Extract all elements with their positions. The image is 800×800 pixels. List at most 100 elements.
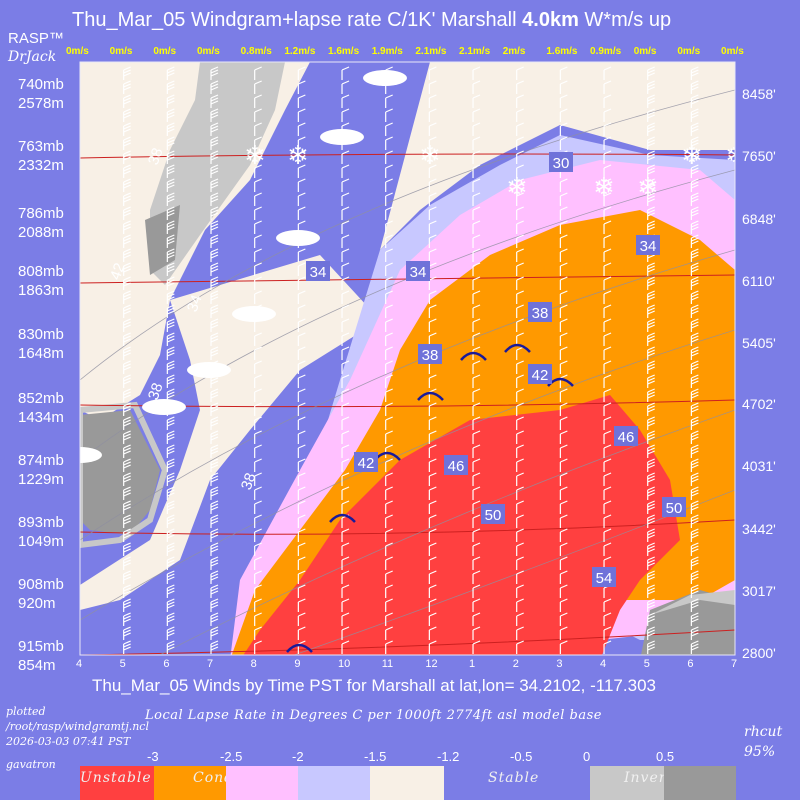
cloud-icon	[363, 70, 407, 86]
wind-barb	[559, 206, 568, 220]
wind-barb	[210, 346, 219, 360]
wind-barb	[647, 80, 655, 94]
wind-barb	[123, 500, 131, 514]
wind-barb	[647, 416, 655, 430]
wind-barb	[559, 612, 568, 626]
wind-barb	[516, 570, 524, 584]
isotherm-label: 38	[422, 347, 439, 364]
wind-barb	[166, 276, 175, 290]
altitude-m-label: 1049m	[18, 533, 64, 550]
x-tick-label: 5	[643, 658, 650, 670]
altitude-ft-label: 3017'	[742, 583, 776, 599]
wind-barb	[559, 80, 568, 94]
wind-barb	[603, 122, 612, 136]
wind-barb	[123, 570, 131, 584]
wind-barb	[516, 290, 524, 304]
wind-barb	[647, 388, 655, 402]
wind-barb	[559, 458, 568, 472]
svg-text:❄: ❄	[637, 173, 659, 203]
wind-barb	[210, 332, 219, 346]
wind-barb	[385, 402, 393, 416]
svg-text:❄: ❄	[419, 141, 441, 171]
wind-barb	[647, 612, 655, 626]
wind-barb	[341, 640, 350, 654]
wind-barb	[647, 108, 655, 122]
wind-barb	[603, 262, 612, 276]
wind-barb	[210, 192, 219, 206]
wind-barb	[472, 220, 481, 234]
wind-barb	[341, 584, 350, 598]
wind-barb	[559, 192, 568, 206]
wind-barb	[690, 122, 699, 136]
x-tick-label: 12	[425, 658, 438, 670]
wind-barb	[472, 318, 481, 332]
x-axis-title: Thu_Mar_05 Winds by Time PST for Marshal…	[92, 676, 656, 695]
wind-barb	[559, 346, 568, 360]
wind-barb	[341, 150, 350, 164]
wind-barb	[341, 206, 350, 220]
wind-barb	[210, 542, 219, 556]
chart-title: Thu_Mar_05 Windgram+lapse rate C/1K' Mar…	[72, 9, 672, 31]
isotherm-label: 46	[618, 429, 635, 446]
wind-barb	[297, 570, 306, 584]
wind-barb	[647, 304, 655, 318]
wind-barb	[690, 598, 699, 612]
wind-barb	[297, 458, 306, 472]
wind-barb	[516, 444, 524, 458]
wind-barb	[341, 444, 350, 458]
wind-barb	[297, 290, 306, 304]
wind-barb	[428, 430, 437, 444]
w-star-label: 0.9m/s	[590, 46, 622, 57]
wind-barb	[690, 150, 699, 164]
wind-barb	[385, 108, 393, 122]
wind-barb	[166, 262, 175, 276]
wind-barb	[297, 416, 306, 430]
rhcut-info: rhcut 95%	[744, 724, 783, 760]
wind-barb	[254, 206, 262, 220]
wind-barb	[516, 108, 524, 122]
wind-barb	[166, 556, 175, 570]
wind-barb	[559, 556, 568, 570]
wind-barb	[254, 416, 262, 430]
isotherm-label-box	[406, 261, 430, 281]
wind-barb	[472, 94, 481, 108]
wind-barb	[123, 458, 131, 472]
wind-barb	[123, 66, 131, 80]
snowflake-icon: ❄	[244, 141, 266, 171]
wind-barb	[559, 234, 568, 248]
wind-barb	[603, 192, 612, 206]
isotherm-label: 34	[640, 238, 657, 255]
inverted-lower-left	[80, 410, 160, 535]
wind-barb	[647, 528, 655, 542]
wind-barb	[559, 262, 568, 276]
wind-barb	[297, 444, 306, 458]
wind-barb	[690, 486, 699, 500]
wind-barb	[647, 136, 655, 150]
wind-barb	[559, 444, 568, 458]
wind-barb	[559, 402, 568, 416]
wind-barb	[210, 570, 219, 584]
x-tick-label: 4	[76, 658, 83, 670]
wind-barb	[210, 276, 219, 290]
w-star-label: 1.2m/s	[284, 46, 316, 57]
wind-barb	[385, 346, 393, 360]
wind-barb	[210, 122, 219, 136]
wind-barb	[603, 304, 612, 318]
w-star-label: 0m/s	[109, 46, 133, 57]
wind-barb	[297, 402, 306, 416]
wind-barb	[210, 136, 219, 150]
wind-barb	[428, 122, 437, 136]
wind-barb	[428, 528, 437, 542]
wind-barb	[385, 136, 393, 150]
wind-barb	[603, 360, 612, 374]
wind-barb	[341, 556, 350, 570]
wind-barb	[472, 416, 481, 430]
wind-barb	[559, 318, 568, 332]
pressure-label: 740mb	[18, 76, 64, 93]
wind-barb	[690, 178, 699, 192]
wind-barb	[341, 304, 350, 318]
wind-barb	[428, 220, 437, 234]
wind-barb	[254, 150, 262, 164]
wind-barb	[428, 640, 437, 654]
wind-barb	[297, 318, 306, 332]
